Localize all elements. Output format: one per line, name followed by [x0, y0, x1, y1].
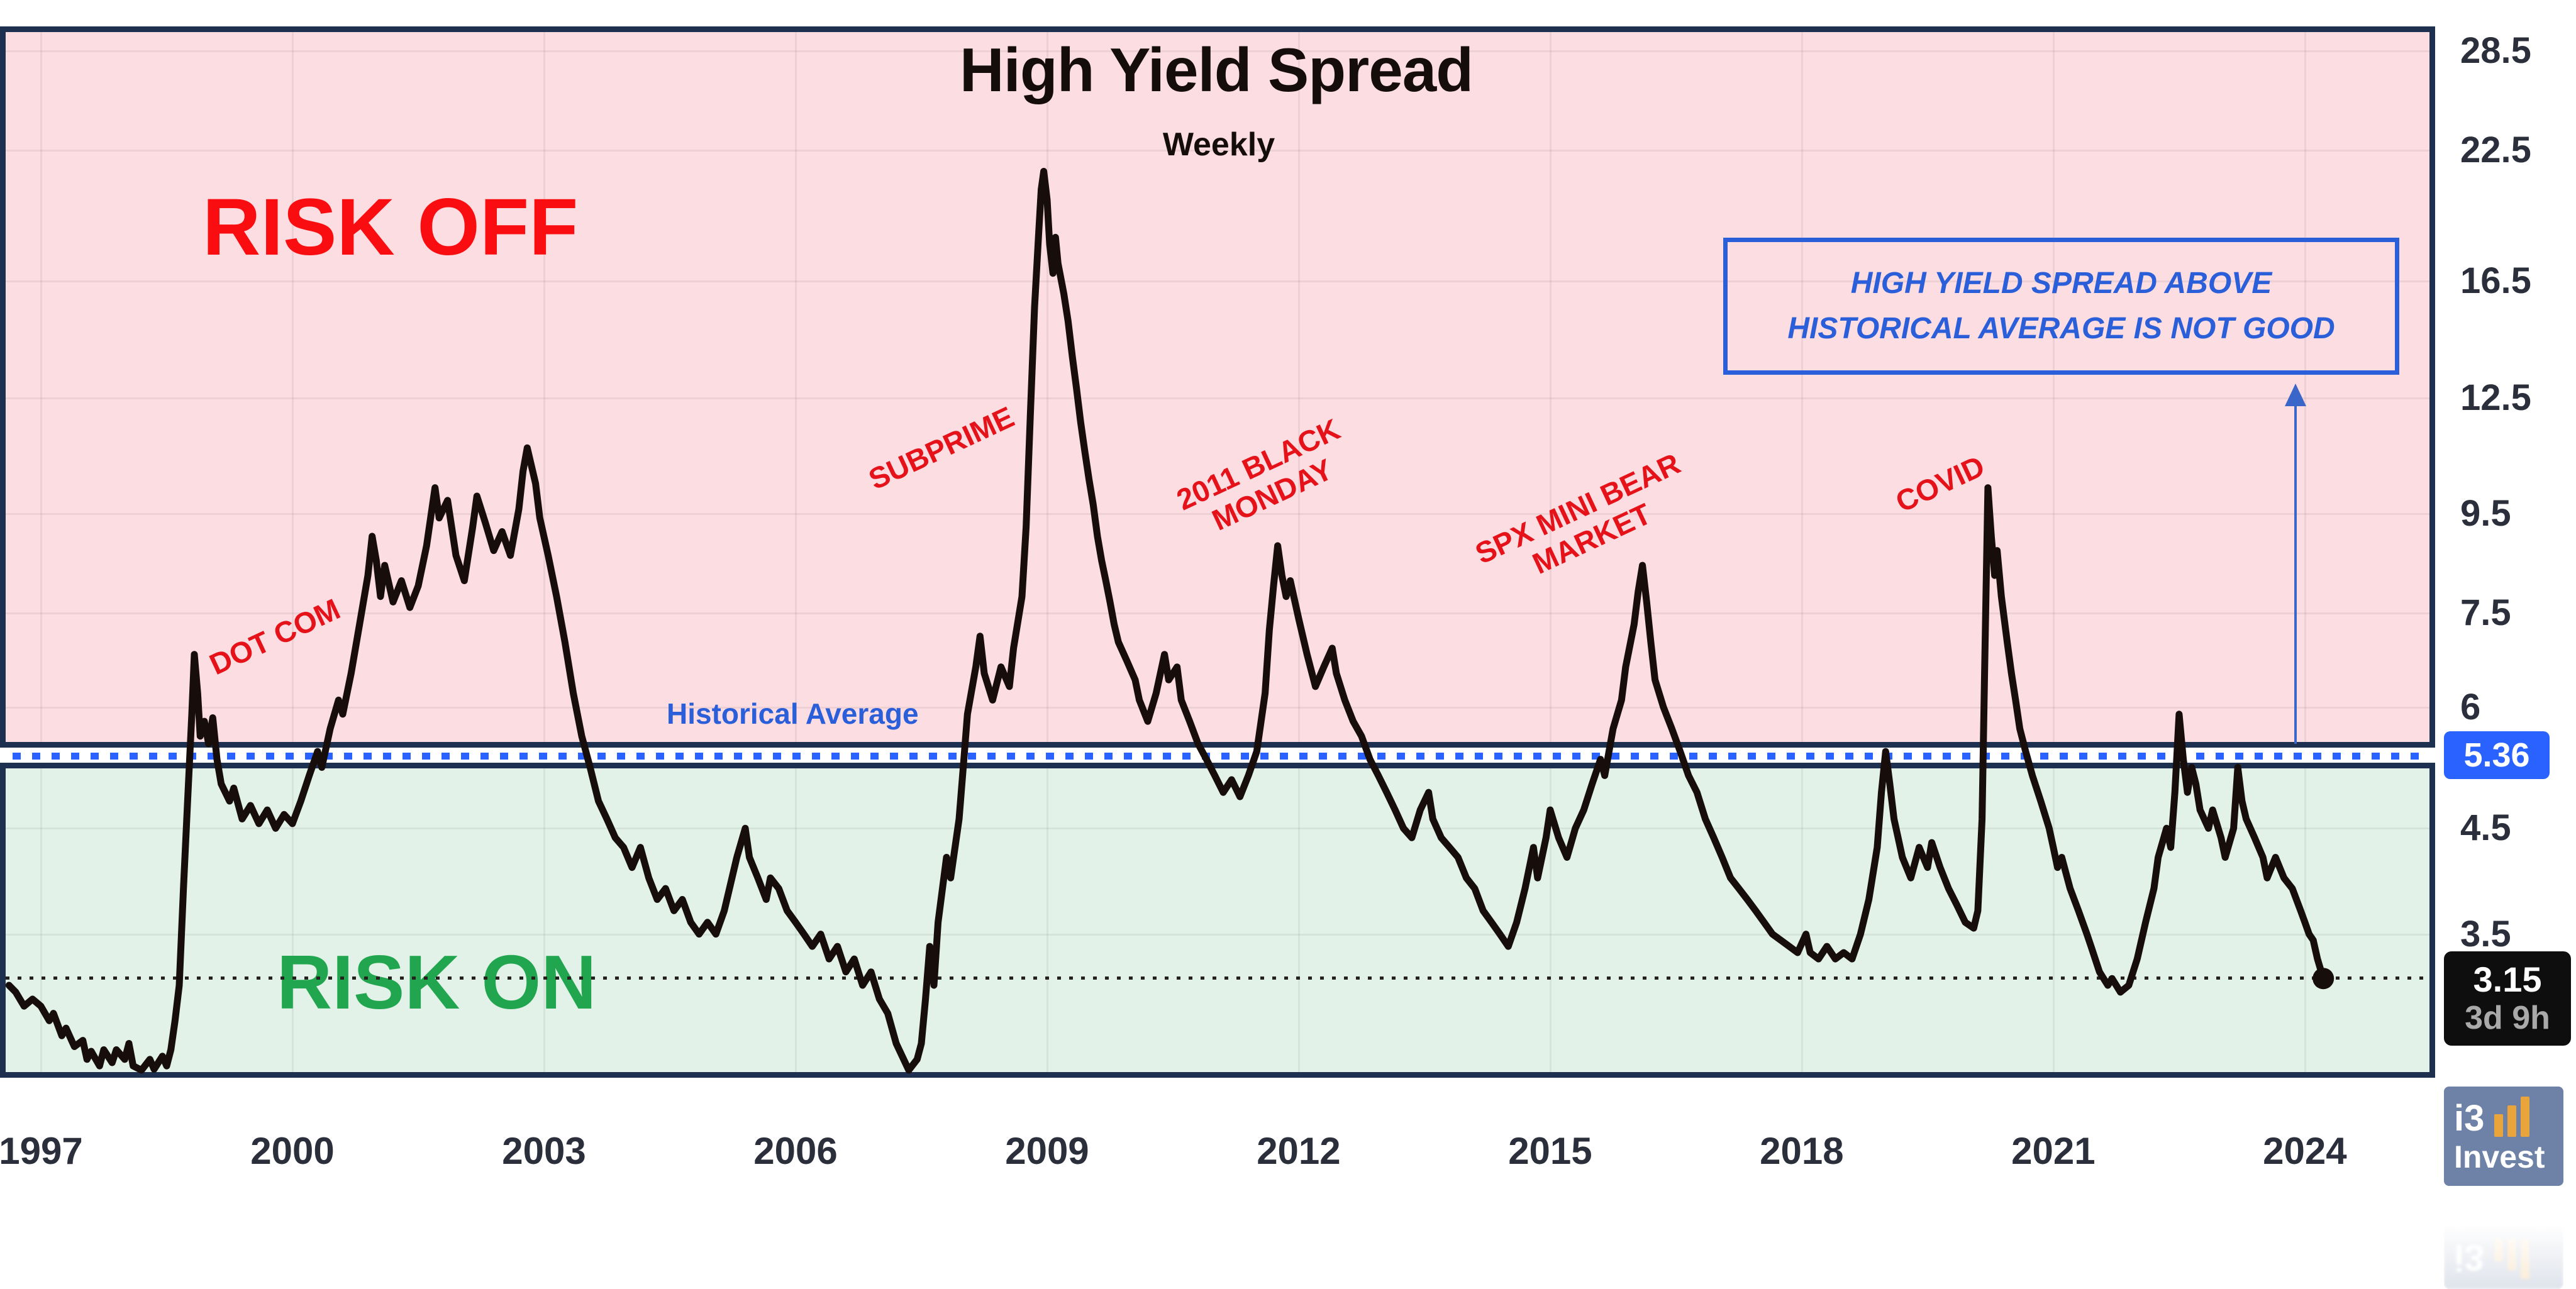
x-axis-tick-label: 2000 [250, 1130, 335, 1172]
horizontal-gridline [6, 397, 2429, 399]
note-arrow-line [2294, 406, 2297, 744]
risk-on-label: RISK ON [277, 939, 597, 1025]
horizontal-gridline [6, 933, 2429, 936]
y-axis-tick-label: 9.5 [2460, 492, 2511, 534]
y-axis-tick-label: 7.5 [2460, 592, 2511, 633]
chart-frame [0, 26, 2435, 1078]
x-axis-tick-label: 1997 [0, 1130, 83, 1172]
x-axis-tick-label: 2009 [1005, 1130, 1089, 1172]
vertical-gridline [2304, 32, 2306, 1072]
y-axis-tick-label: 28.5 [2460, 30, 2531, 71]
y-axis-tick-label: 22.5 [2460, 129, 2531, 170]
historical-average-label: Historical Average [667, 697, 919, 730]
x-axis-tick-label: 2018 [1760, 1130, 1844, 1172]
note-box: HIGH YIELD SPREAD ABOVE HISTORICAL AVERA… [1723, 238, 2399, 375]
vertical-gridline [1801, 32, 1803, 1072]
y-axis-tick-label: 16.5 [2460, 260, 2531, 301]
note-box-line2: HISTORICAL AVERAGE IS NOT GOOD [1787, 312, 2335, 345]
x-axis-tick-label: 2003 [502, 1130, 586, 1172]
horizontal-gridline [6, 50, 2429, 52]
last-price-value: 3.15 [2473, 959, 2542, 999]
last-price-badge[interactable]: 3.15 3d 9h [2444, 951, 2571, 1046]
y-axis-tick-label: 12.5 [2460, 377, 2531, 418]
historical-average-band [0, 742, 2435, 768]
horizontal-gridline [6, 612, 2429, 614]
horizontal-gridline [6, 827, 2429, 830]
horizontal-gridline [6, 706, 2429, 709]
logo-reflection-i3: i3 [2454, 1236, 2485, 1278]
y-axis-tick-label: 4.5 [2460, 807, 2511, 849]
historical-average-dotted-line [13, 753, 2421, 760]
vertical-gridline [794, 32, 797, 1072]
x-axis-tick-label: 2006 [753, 1130, 838, 1172]
note-box-line1: HIGH YIELD SPREAD ABOVE [1850, 267, 2272, 300]
logo-invest-text: Invest [2454, 1139, 2545, 1175]
logo-reflection-invest: Invest [2454, 1200, 2545, 1236]
logo-i3-text: i3 [2454, 1098, 2485, 1139]
x-axis-tick-label: 2015 [1508, 1130, 1592, 1172]
last-price-dotted-line [6, 976, 2429, 980]
historical-average-price-badge[interactable]: 5.36 [2444, 731, 2550, 779]
logo-reflection: i3 Invest [2444, 1190, 2563, 1289]
y-axis-tick-label: 6 [2460, 686, 2481, 727]
x-axis-tick-label: 2012 [1257, 1130, 1341, 1172]
note-arrow-head-icon [2285, 384, 2306, 406]
risk-off-label: RISK OFF [203, 182, 579, 272]
vertical-gridline [1297, 32, 1300, 1072]
y-axis-tick-label: 3.5 [2460, 913, 2511, 954]
logo-bars-icon [2494, 1097, 2534, 1137]
bar-countdown: 3d 9h [2465, 1000, 2550, 1037]
vertical-gridline [40, 32, 42, 1072]
vertical-gridline [2052, 32, 2055, 1072]
chart-title: High Yield Spread [959, 35, 1474, 104]
horizontal-gridline [6, 149, 2429, 152]
vertical-gridline [1046, 32, 1048, 1072]
i3-invest-logo: i3 Invest [2444, 1087, 2563, 1186]
chart-subtitle: Weekly [1162, 126, 1275, 163]
x-axis-tick-label: 2021 [2011, 1130, 2096, 1172]
x-axis-tick-label: 2024 [2263, 1130, 2347, 1172]
